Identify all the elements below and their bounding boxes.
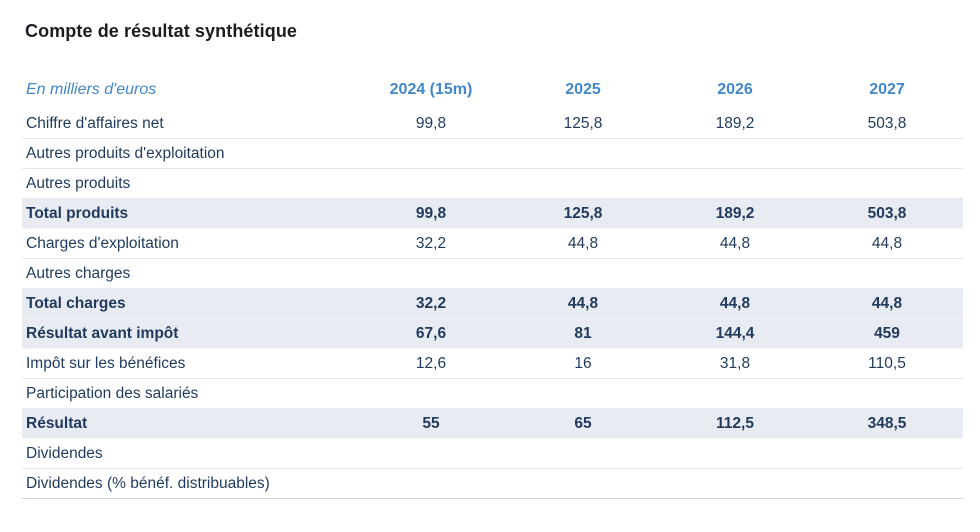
cell-value	[659, 468, 811, 499]
column-header-2024: 2024 (15m)	[389, 81, 473, 98]
cell-value: 44,8	[811, 228, 963, 259]
cell-value: 16	[507, 348, 659, 379]
table-row-resultat-avant-impot: Résultat avant impôt 67,6 81 144,4 459	[22, 318, 963, 349]
table-row-resultat: Résultat 55 65 112,5 348,5	[22, 408, 963, 439]
table-row-total-charges: Total charges 32,2 44,8 44,8 44,8	[22, 288, 963, 319]
cell-value: 189,2	[659, 109, 811, 139]
cell-value: 55	[355, 408, 507, 439]
cell-value	[811, 378, 963, 409]
row-label: Chiffre d'affaires net	[22, 109, 355, 139]
table-row: Dividendes	[22, 438, 963, 469]
row-label: Total charges	[22, 288, 355, 319]
cell-value: 65	[507, 408, 659, 439]
cell-value: 125,8	[507, 198, 659, 229]
cell-value: 44,8	[811, 288, 963, 319]
table-header-row: En milliers d'euros 2024 (15m) 2025 2026…	[22, 71, 963, 109]
cell-value	[659, 258, 811, 289]
table-row: Autres produits	[22, 168, 963, 199]
row-label: Impôt sur les bénéfices	[22, 348, 355, 379]
cell-value	[811, 468, 963, 499]
table-row: Impôt sur les bénéfices 12,6 16 31,8 110…	[22, 348, 963, 379]
cell-value: 12,6	[355, 348, 507, 379]
cell-value	[659, 168, 811, 199]
income-statement-panel: Compte de résultat synthétique En millie…	[22, 21, 963, 499]
row-label: Participation des salariés	[22, 378, 355, 409]
row-label: Résultat	[22, 408, 355, 439]
cell-value: 44,8	[659, 228, 811, 259]
cell-value	[811, 138, 963, 169]
cell-value: 44,8	[507, 288, 659, 319]
row-label: Dividendes	[22, 438, 355, 469]
cell-value	[507, 138, 659, 169]
cell-value: 99,8	[355, 198, 507, 229]
cell-value	[659, 438, 811, 469]
cell-value: 348,5	[811, 408, 963, 439]
cell-value	[507, 468, 659, 499]
row-label: Dividendes (% bénéf. distribuables)	[22, 468, 355, 499]
cell-value: 99,8	[355, 109, 507, 139]
cell-value	[659, 378, 811, 409]
column-header-2026: 2026	[717, 81, 753, 98]
cell-value: 32,2	[355, 288, 507, 319]
cell-value	[355, 378, 507, 409]
row-label: Autres charges	[22, 258, 355, 289]
cell-value	[507, 168, 659, 199]
page-title: Compte de résultat synthétique	[25, 21, 298, 41]
income-statement-table: En milliers d'euros 2024 (15m) 2025 2026…	[22, 71, 963, 499]
cell-value	[355, 168, 507, 199]
table-row: Charges d'exploitation 32,2 44,8 44,8 44…	[22, 228, 963, 259]
cell-value: 125,8	[507, 109, 659, 139]
cell-value: 459	[811, 318, 963, 349]
cell-value	[811, 168, 963, 199]
row-label: Autres produits	[22, 168, 355, 199]
table-row: Autres charges	[22, 258, 963, 289]
row-label: Résultat avant impôt	[22, 318, 355, 349]
cell-value: 81	[507, 318, 659, 349]
table-row: Chiffre d'affaires net 99,8 125,8 189,2 …	[22, 109, 963, 139]
column-header-2027: 2027	[869, 81, 905, 98]
cell-value: 67,6	[355, 318, 507, 349]
cell-value	[355, 438, 507, 469]
cell-value: 31,8	[659, 348, 811, 379]
cell-value	[507, 258, 659, 289]
cell-value: 189,2	[659, 198, 811, 229]
table-row: Participation des salariés	[22, 378, 963, 409]
cell-value	[811, 258, 963, 289]
cell-value	[355, 468, 507, 499]
cell-value: 144,4	[659, 318, 811, 349]
cell-value	[355, 258, 507, 289]
cell-value: 503,8	[811, 109, 963, 139]
cell-value	[507, 438, 659, 469]
column-header-2025: 2025	[565, 81, 601, 98]
row-label: Total produits	[22, 198, 355, 229]
unit-label: En milliers d'euros	[26, 81, 157, 98]
cell-value: 110,5	[811, 348, 963, 379]
cell-value: 112,5	[659, 408, 811, 439]
cell-value	[355, 138, 507, 169]
cell-value: 44,8	[507, 228, 659, 259]
cell-value	[659, 138, 811, 169]
cell-value: 44,8	[659, 288, 811, 319]
cell-value	[507, 378, 659, 409]
cell-value: 32,2	[355, 228, 507, 259]
table-row: Dividendes (% bénéf. distribuables)	[22, 468, 963, 499]
cell-value: 503,8	[811, 198, 963, 229]
table-row-total-produits: Total produits 99,8 125,8 189,2 503,8	[22, 198, 963, 229]
row-label: Autres produits d'exploitation	[22, 138, 355, 169]
cell-value	[811, 438, 963, 469]
row-label: Charges d'exploitation	[22, 228, 355, 259]
table-row: Autres produits d'exploitation	[22, 138, 963, 169]
